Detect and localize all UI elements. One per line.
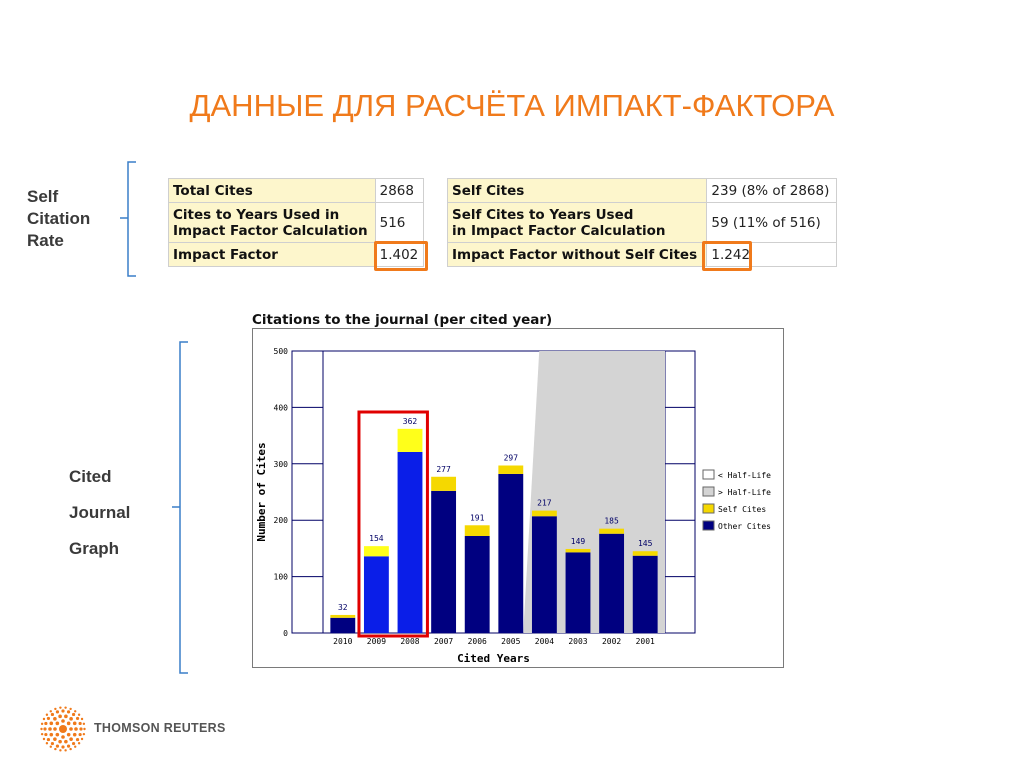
bar-other-cites (632, 555, 658, 633)
bar-self-cites (431, 476, 457, 491)
table-key: Impact Factor (168, 242, 376, 267)
y-axis-label: Number of Cites (255, 442, 268, 541)
right-margin-column (664, 350, 696, 634)
label-line: Graph (69, 539, 120, 558)
data-label: 154 (369, 534, 384, 543)
table-value: 59 (11% of 516) (706, 202, 837, 243)
table-key: Impact Factor without Self Cites (446, 242, 708, 267)
bar-other-cites (431, 490, 457, 633)
x-tick-label: 2003 (568, 637, 587, 646)
bar-self-cites (330, 614, 356, 618)
half-life-region (523, 351, 665, 633)
bar-other-cites (330, 617, 356, 633)
table-key: Cites to Years Used in Impact Factor Calc… (168, 202, 376, 243)
bar-other-cites (531, 516, 557, 633)
x-tick-label: 2005 (501, 637, 520, 646)
x-tick-label: 2008 (400, 637, 419, 646)
bar-other-cites (363, 556, 389, 633)
table-row: Total Cites 2868 (168, 178, 425, 203)
citations-chart: 0 100 200 300 400 500 32 2010 154 2009 362 2008 277 2… (252, 328, 784, 668)
logo-text: THOMSON REUTERS (94, 721, 226, 735)
legend-label: < Half-Life (718, 471, 771, 480)
impact-factor-table: Total Cites 2868 Cites to Years Used in I… (168, 178, 425, 267)
impact-factor-without-self-cites-highlight (702, 241, 752, 271)
table-row: Impact Factor 1.402 (168, 242, 425, 267)
table-value: 2868 (374, 178, 425, 203)
table-row: Cites to Years Used in Impact Factor Calc… (168, 202, 425, 243)
self-cites-table: Self Cites 239 (8% of 2868) Self Cites t… (446, 178, 837, 267)
data-label: 149 (571, 537, 586, 546)
self-citation-bracket (120, 161, 136, 277)
data-label: 277 (436, 465, 451, 474)
bar-self-cites (632, 551, 658, 556)
bar-other-cites (599, 533, 625, 633)
x-tick-label: 2002 (602, 637, 621, 646)
label-line: Rate (27, 231, 64, 250)
y-tick-label: 0 (283, 629, 288, 638)
table-row: Self Cites 239 (8% of 2868) (446, 178, 837, 203)
legend-swatch (702, 503, 715, 514)
bar-other-cites (498, 473, 524, 633)
label-line: Cited (69, 467, 112, 486)
bar-self-cites (599, 528, 625, 534)
impact-factor-highlight (374, 241, 428, 271)
table-value: 239 (8% of 2868) (706, 178, 837, 203)
data-label: 185 (604, 517, 619, 526)
x-tick-label: 2010 (333, 637, 352, 646)
label-line: Citation (27, 209, 91, 228)
slide-title: ДАННЫЕ ДЛЯ РАСЧЁТА ИМПАКТ-ФАКТОРА (189, 88, 835, 123)
y-tick-label: 200 (274, 516, 289, 525)
legend-label: Self Cites (718, 505, 766, 514)
table-key: Self Cites (446, 178, 708, 203)
legend-label: > Half-Life (718, 488, 771, 497)
data-label: 191 (470, 513, 485, 522)
selected-years-box (357, 410, 429, 638)
table-row: Impact Factor without Self Cites 1.242 (446, 242, 837, 267)
data-label: 297 (504, 453, 519, 462)
bar-other-cites (464, 535, 490, 633)
thomson-reuters-logo-icon (40, 706, 86, 752)
impact-factor-without-self-cites-value: 1.242 (706, 242, 837, 267)
table-key: Total Cites (168, 178, 376, 203)
y-tick-label: 100 (274, 573, 289, 582)
impact-factor-value: 1.402 (374, 242, 425, 267)
self-citation-rate-label: Self Citation Rate (27, 186, 90, 252)
cited-journal-graph-label: Cited Journal Graph (69, 459, 130, 567)
table-row: Self Cites to Years Used in Impact Factor… (446, 202, 837, 243)
x-tick-label: 2004 (535, 637, 554, 646)
chart-title: Citations to the journal (per cited year… (252, 312, 553, 328)
data-label: 362 (403, 417, 418, 426)
bar-self-cites (531, 510, 557, 517)
label-line: Journal (69, 503, 131, 522)
x-tick-label: 2001 (636, 637, 655, 646)
data-label: 217 (537, 499, 552, 508)
y-tick-label: 400 (274, 403, 289, 412)
cited-journal-bracket (172, 341, 188, 674)
bar-self-cites (363, 546, 389, 557)
bar-other-cites (565, 552, 591, 633)
x-tick-label: 2009 (367, 637, 386, 646)
x-tick-label: 2006 (468, 637, 487, 646)
data-label: 32 (338, 603, 348, 612)
y-tick-label: 500 (274, 347, 289, 356)
legend-swatch (702, 520, 715, 531)
table-value: 516 (374, 202, 425, 243)
legend-label: Other Cites (718, 522, 771, 531)
bar-self-cites (397, 428, 423, 452)
left-margin-column (291, 350, 324, 634)
label-line: Self (27, 187, 59, 206)
bar-self-cites (498, 465, 524, 474)
data-label: 145 (638, 539, 653, 548)
x-axis-label: Cited Years (457, 652, 530, 665)
legend-swatch (702, 469, 715, 480)
legend-swatch (702, 486, 715, 497)
table-key: Self Cites to Years Used in Impact Factor… (446, 202, 708, 243)
bar-other-cites (397, 451, 423, 633)
x-tick-label: 2007 (434, 637, 453, 646)
bar-self-cites (565, 548, 591, 553)
y-tick-label: 300 (274, 460, 289, 469)
bar-self-cites (464, 525, 490, 536)
